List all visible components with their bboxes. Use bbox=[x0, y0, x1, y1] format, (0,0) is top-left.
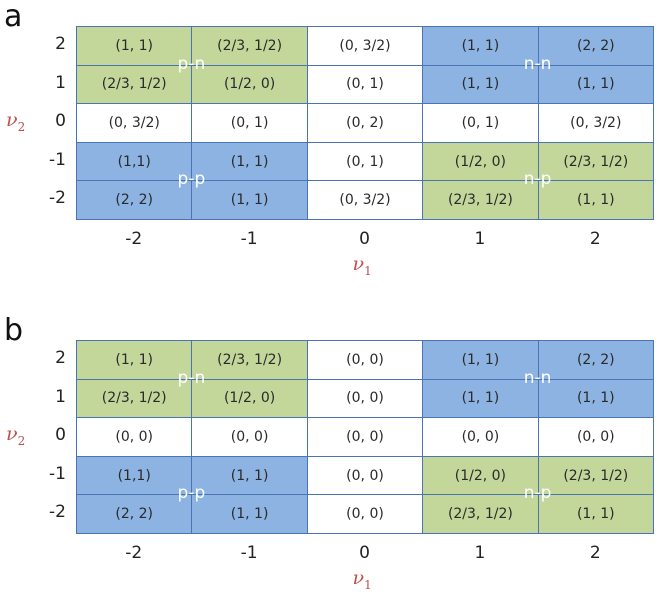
region-label-bottom-right: n-p bbox=[523, 483, 552, 504]
grid-cell: (1, 1) bbox=[422, 26, 539, 66]
y-tick-label: 0 bbox=[55, 111, 66, 132]
y-tick-label: 1 bbox=[55, 386, 66, 407]
grid-cell: (0, 1) bbox=[306, 64, 424, 105]
grid-cell: (2, 2) bbox=[76, 494, 193, 534]
grid-cell: (1/2, 0) bbox=[422, 141, 539, 182]
grid-cell: (0, 1) bbox=[191, 103, 308, 143]
x-axis-label: ν1 bbox=[353, 567, 372, 592]
grid-cell: (1, 1) bbox=[537, 180, 654, 220]
region-label-bottom-left: p-p bbox=[177, 483, 206, 504]
grid-cell: (1, 1) bbox=[76, 340, 193, 380]
grid-cell: (0, 1) bbox=[422, 103, 539, 143]
x-axis-subscript: 1 bbox=[364, 263, 372, 278]
grid-cell: (0, 0) bbox=[76, 417, 193, 457]
grid-cell: (0, 0) bbox=[537, 417, 654, 457]
x-tick-label: -1 bbox=[240, 229, 258, 249]
grid-cell: (0, 0) bbox=[306, 340, 424, 380]
grid-cell: (2/3, 1/2) bbox=[422, 494, 539, 534]
y-tick-label: 0 bbox=[55, 425, 66, 446]
y-axis-subscript: 2 bbox=[17, 119, 26, 134]
grid-cell: (0, 0) bbox=[306, 494, 424, 534]
region-label-top-right: n-n bbox=[523, 367, 552, 388]
grid-cell: (0, 0) bbox=[191, 417, 308, 457]
grid-cell: (0, 3/2) bbox=[537, 103, 654, 143]
y-tick-label: 2 bbox=[55, 348, 66, 368]
region-label-top-left: p-n bbox=[177, 53, 206, 74]
y-axis-label: ν2 bbox=[6, 423, 25, 448]
grid-cell: (0, 0) bbox=[306, 417, 424, 457]
grid-cell: (0, 3/2) bbox=[76, 103, 193, 143]
x-axis-symbol: ν bbox=[352, 253, 365, 275]
panel-a: a (1, 1) (2/3, 1/2) (0, 3/2) (1, 1) (2, 2) (2… bbox=[0, 0, 661, 300]
grid-cell: (0, 2) bbox=[306, 103, 424, 143]
region-label-top-left: p-n bbox=[177, 367, 206, 388]
grid-cell: (1, 1) bbox=[191, 455, 308, 496]
x-tick-label: 1 bbox=[474, 543, 486, 563]
y-axis-label: ν2 bbox=[6, 109, 25, 134]
grid-cell: (0, 3/2) bbox=[306, 180, 424, 220]
grid-cell: (2, 2) bbox=[537, 340, 654, 380]
x-tick-label: -2 bbox=[125, 229, 143, 249]
grid-cell: (1, 1) bbox=[76, 26, 193, 66]
grid-cell: (1, 1) bbox=[422, 378, 539, 419]
grid-cell: (1/2, 0) bbox=[191, 378, 308, 419]
grid-cell: (1/2, 0) bbox=[191, 64, 308, 105]
y-tick-label: -2 bbox=[49, 188, 66, 209]
grid-cell: (1, 1) bbox=[191, 141, 308, 182]
y-tick-label: 1 bbox=[55, 72, 66, 93]
grid-cell: (1,1) bbox=[76, 141, 193, 182]
grid-cell: (0, 0) bbox=[306, 378, 424, 419]
region-label-top-right: n-n bbox=[523, 53, 552, 74]
region-label-bottom-left: p-p bbox=[177, 169, 206, 190]
x-tick-label: 2 bbox=[589, 543, 601, 563]
grid-cell: (0, 1) bbox=[306, 141, 424, 182]
grid-cell: (2/3, 1/2) bbox=[76, 64, 193, 105]
x-axis-subscript: 1 bbox=[364, 577, 372, 592]
y-axis-subscript: 2 bbox=[17, 433, 26, 448]
panel-letter: a bbox=[4, 0, 23, 34]
grid-cell: (1, 1) bbox=[191, 180, 308, 220]
x-axis-label: ν1 bbox=[353, 253, 372, 278]
grid-cell: (2/3, 1/2) bbox=[537, 455, 654, 496]
grid-cell: (0, 3/2) bbox=[306, 26, 424, 66]
y-tick-label: -1 bbox=[49, 149, 66, 170]
x-tick-label: -1 bbox=[240, 543, 258, 563]
y-axis-symbol: ν bbox=[6, 109, 18, 132]
y-axis-symbol: ν bbox=[6, 423, 18, 446]
y-tick-label: -1 bbox=[49, 463, 66, 484]
grid-cell: (2/3, 1/2) bbox=[191, 340, 308, 380]
panel-b: b (1, 1) (2/3, 1/2) (0, 0) (1, 1) (2, 2) (2/3… bbox=[0, 310, 661, 610]
x-tick-label: 2 bbox=[589, 229, 601, 249]
region-label-bottom-right: n-p bbox=[523, 169, 552, 190]
grid-cell: (2, 2) bbox=[76, 180, 193, 220]
grid-cell: (2/3, 1/2) bbox=[537, 141, 654, 182]
grid-cell: (0, 0) bbox=[306, 455, 424, 496]
x-tick-label: 0 bbox=[359, 543, 370, 563]
x-tick-label: 0 bbox=[359, 229, 370, 249]
panel-letter: b bbox=[4, 313, 24, 348]
x-tick-label: -2 bbox=[125, 543, 143, 563]
grid-cell: (0, 0) bbox=[422, 417, 539, 457]
y-tick-label: -2 bbox=[49, 502, 66, 523]
grid-cell: (1, 1) bbox=[422, 64, 539, 105]
x-axis-symbol: ν bbox=[352, 567, 365, 589]
y-tick-label: 2 bbox=[55, 34, 66, 54]
grid-cell: (1, 1) bbox=[537, 494, 654, 534]
x-tick-label: 1 bbox=[474, 229, 486, 249]
